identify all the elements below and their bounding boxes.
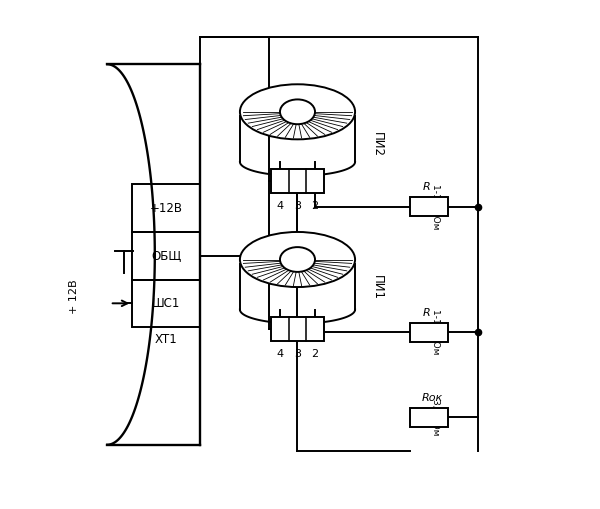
Bar xyxy=(410,197,448,216)
Ellipse shape xyxy=(280,247,315,272)
Text: 1-1,5 кОм: 1-1,5 кОм xyxy=(431,309,440,355)
Text: ПИ2: ПИ2 xyxy=(371,132,384,157)
Text: 3,9 кОм: 3,9 кОм xyxy=(431,399,440,436)
Text: R: R xyxy=(423,182,431,192)
Text: 1-1,5 кОм: 1-1,5 кОм xyxy=(431,184,440,230)
Ellipse shape xyxy=(280,99,315,124)
Text: 4: 4 xyxy=(277,201,284,211)
Ellipse shape xyxy=(240,232,355,287)
Text: Rок: Rок xyxy=(421,393,443,403)
Text: ОБЩ: ОБЩ xyxy=(151,249,181,262)
Bar xyxy=(271,169,324,193)
Text: 4: 4 xyxy=(277,349,284,359)
Text: ШС1: ШС1 xyxy=(152,297,180,310)
Text: ХТ1: ХТ1 xyxy=(154,333,177,346)
Text: ПИ1: ПИ1 xyxy=(371,274,384,299)
Text: 2: 2 xyxy=(311,349,319,359)
Bar xyxy=(132,184,200,232)
Text: + 12В: + 12В xyxy=(68,280,79,315)
Text: 3: 3 xyxy=(294,201,301,211)
Bar xyxy=(410,323,448,342)
Bar xyxy=(271,317,324,341)
Text: +12В: +12В xyxy=(149,202,182,215)
Text: 2: 2 xyxy=(311,201,319,211)
Text: R: R xyxy=(423,307,431,318)
Bar xyxy=(132,232,200,279)
Bar xyxy=(132,279,200,327)
Text: 3: 3 xyxy=(294,349,301,359)
Ellipse shape xyxy=(240,84,355,139)
Bar xyxy=(410,408,448,427)
